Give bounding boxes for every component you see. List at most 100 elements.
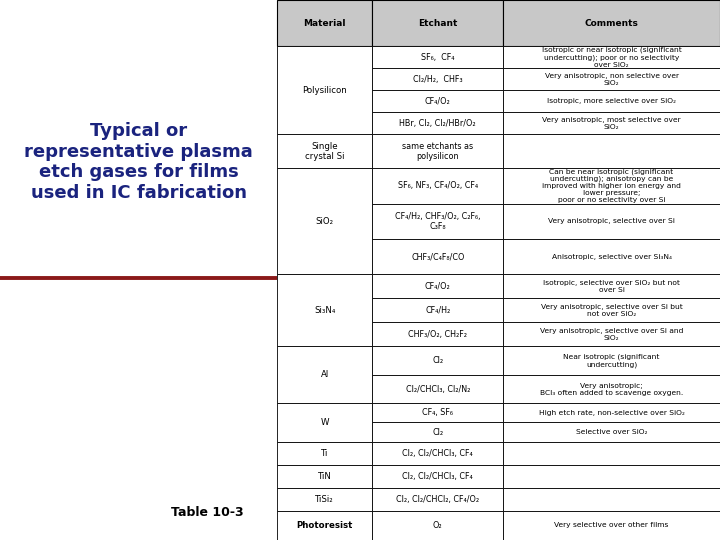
Bar <box>372 112 503 134</box>
Bar <box>503 112 720 134</box>
Bar <box>503 465 720 488</box>
Bar <box>503 204 720 239</box>
Bar <box>372 442 503 465</box>
Bar <box>372 488 503 511</box>
Text: Can be near isotropic (significant
undercutting); anisotropy can be
improved wit: Can be near isotropic (significant under… <box>542 168 681 204</box>
Bar <box>372 46 503 68</box>
Bar <box>372 204 503 239</box>
Bar <box>277 46 372 134</box>
Text: Etchant: Etchant <box>418 18 457 28</box>
Text: SiO₂: SiO₂ <box>316 217 334 226</box>
Text: Si₃N₄: Si₃N₄ <box>314 306 336 315</box>
Bar <box>372 465 503 488</box>
Text: Typical or
representative plasma
etch gases for films
used in IC fabrication: Typical or representative plasma etch ga… <box>24 122 253 202</box>
Text: CHF₃/C₄F₈/CO: CHF₃/C₄F₈/CO <box>411 252 464 261</box>
Bar <box>503 442 720 465</box>
Text: Very anisotropic, most selective over
SiO₂: Very anisotropic, most selective over Si… <box>542 117 681 130</box>
Text: O₂: O₂ <box>433 521 443 530</box>
Text: Very anisotropic, non selective over
SiO₂: Very anisotropic, non selective over SiO… <box>544 73 678 86</box>
Bar <box>503 90 720 112</box>
Bar <box>277 274 372 347</box>
Text: Very anisotropic, selective over Si but
not over SiO₂: Very anisotropic, selective over Si but … <box>541 304 683 317</box>
Text: CF₄/H₂, CHF₃/O₂, C₂F₆,
C₃F₈: CF₄/H₂, CHF₃/O₂, C₂F₆, C₃F₈ <box>395 212 480 231</box>
Text: Cl₂, Cl₂/CHCl₃, CF₄: Cl₂, Cl₂/CHCl₃, CF₄ <box>402 472 473 481</box>
Text: Ti: Ti <box>321 449 328 458</box>
Text: CF₄/O₂: CF₄/O₂ <box>425 97 451 106</box>
Text: SF₆,  CF₄: SF₆, CF₄ <box>421 52 454 62</box>
Bar <box>503 347 720 375</box>
Bar <box>503 403 720 422</box>
Bar <box>277 442 372 465</box>
Text: Very anisotropic, selective over Si and
SiO₂: Very anisotropic, selective over Si and … <box>540 328 683 341</box>
Bar <box>277 347 372 403</box>
Bar <box>372 298 503 322</box>
Text: Very selective over other films: Very selective over other films <box>554 522 669 529</box>
Text: Cl₂, Cl₂/CHCl₂, CF₄/O₂: Cl₂, Cl₂/CHCl₂, CF₄/O₂ <box>396 495 480 504</box>
Bar <box>372 134 503 168</box>
Text: W: W <box>320 418 329 427</box>
Text: Cl₂: Cl₂ <box>432 428 444 436</box>
Text: TiN: TiN <box>318 472 332 481</box>
Text: Cl₂/H₂,  CHF₃: Cl₂/H₂, CHF₃ <box>413 75 462 84</box>
Text: Very anisotropic, selective over Si: Very anisotropic, selective over Si <box>548 218 675 224</box>
Text: CF₄/O₂: CF₄/O₂ <box>425 282 451 291</box>
Text: SF₆, NF₃, CF₄/O₂, CF₄: SF₆, NF₃, CF₄/O₂, CF₄ <box>397 181 478 191</box>
Text: Cl₂/CHCl₃, Cl₂/N₂: Cl₂/CHCl₃, Cl₂/N₂ <box>405 384 470 394</box>
Text: Near isotropic (significant
undercutting): Near isotropic (significant undercutting… <box>563 354 660 368</box>
Bar <box>277 403 372 442</box>
Text: HBr, Cl₂, Cl₂/HBr/O₂: HBr, Cl₂, Cl₂/HBr/O₂ <box>400 119 476 128</box>
Text: Al: Al <box>320 370 329 380</box>
Text: Polysilicon: Polysilicon <box>302 86 347 94</box>
Bar <box>372 322 503 347</box>
Bar <box>372 511 503 540</box>
Bar <box>372 239 503 274</box>
Text: Anisotropic, selective over Si₃N₄: Anisotropic, selective over Si₃N₄ <box>552 254 672 260</box>
Text: same etchants as
polysilicon: same etchants as polysilicon <box>402 141 473 161</box>
Text: Very anisotropic;
BCl₃ often added to scavenge oxygen.: Very anisotropic; BCl₃ often added to sc… <box>540 382 683 396</box>
Text: High etch rate, non-selective over SiO₂: High etch rate, non-selective over SiO₂ <box>539 410 685 416</box>
Bar <box>503 0 720 46</box>
Bar <box>372 347 503 375</box>
Bar <box>277 0 372 46</box>
Text: Cl₂: Cl₂ <box>432 356 444 365</box>
Bar <box>503 274 720 298</box>
Bar <box>277 134 372 168</box>
Bar <box>503 488 720 511</box>
Text: Cl₂, Cl₂/CHCl₃, CF₄: Cl₂, Cl₂/CHCl₃, CF₄ <box>402 449 473 458</box>
Bar <box>503 134 720 168</box>
Bar <box>277 488 372 511</box>
Bar <box>503 46 720 68</box>
Bar <box>503 322 720 347</box>
Text: Isotropic, more selective over SiO₂: Isotropic, more selective over SiO₂ <box>547 98 676 104</box>
Bar <box>372 422 503 442</box>
Bar <box>372 274 503 298</box>
Bar <box>503 68 720 90</box>
Bar <box>503 511 720 540</box>
Text: CF₄/H₂: CF₄/H₂ <box>425 306 450 315</box>
Text: CF₄, SF₆: CF₄, SF₆ <box>422 408 453 417</box>
Bar <box>372 168 503 204</box>
Bar <box>277 168 372 274</box>
Bar <box>503 239 720 274</box>
Text: Single
crystal Si: Single crystal Si <box>305 141 345 161</box>
Bar <box>277 511 372 540</box>
Bar <box>372 403 503 422</box>
Bar <box>503 422 720 442</box>
Text: Isotropic, selective over SiO₂ but not
over Si: Isotropic, selective over SiO₂ but not o… <box>543 280 680 293</box>
Bar <box>372 375 503 403</box>
Bar <box>503 168 720 204</box>
Text: Isotropic or near isotropic (significant
undercutting); poor or no selectivity
o: Isotropic or near isotropic (significant… <box>541 46 681 68</box>
Bar <box>372 0 503 46</box>
Text: Comments: Comments <box>585 18 639 28</box>
Bar <box>372 68 503 90</box>
Text: CHF₃/O₂, CH₂F₂: CHF₃/O₂, CH₂F₂ <box>408 330 467 339</box>
Text: TiSi₂: TiSi₂ <box>315 495 334 504</box>
Text: Table 10-3: Table 10-3 <box>171 507 244 519</box>
Bar <box>372 90 503 112</box>
Text: Photoresist: Photoresist <box>297 521 353 530</box>
Bar <box>503 375 720 403</box>
Bar <box>277 465 372 488</box>
Bar <box>503 298 720 322</box>
Text: Material: Material <box>304 18 346 28</box>
Text: Selective over SiO₂: Selective over SiO₂ <box>576 429 647 435</box>
